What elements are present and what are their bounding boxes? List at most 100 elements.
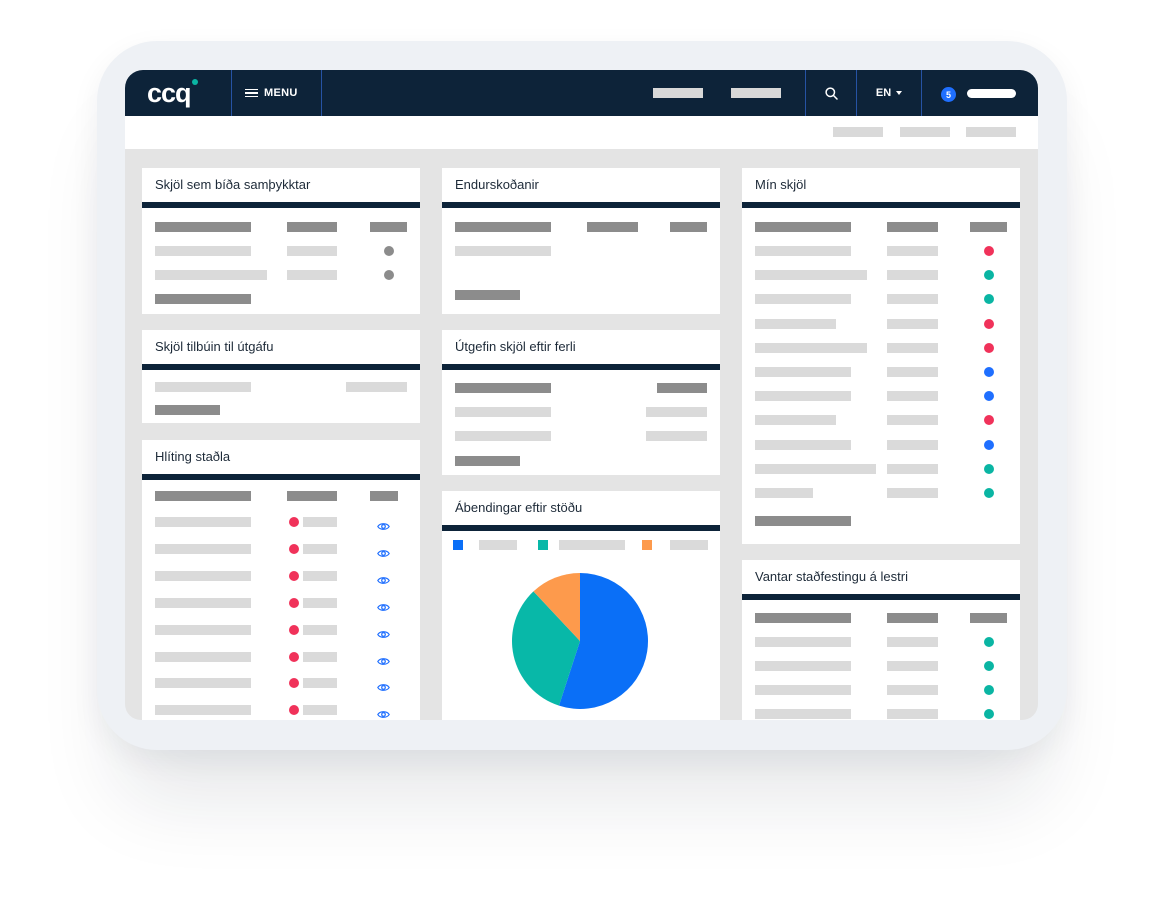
- column-header-placeholder: [287, 491, 337, 501]
- row-text-placeholder: [155, 543, 251, 554]
- pie-chart: [512, 573, 648, 709]
- menu-button[interactable]: MENU: [245, 70, 298, 116]
- card-title: Útgefin skjöl eftir ferli: [455, 339, 576, 354]
- card-title: Ábendingar eftir stöðu: [455, 500, 583, 515]
- eye-icon[interactable]: [377, 572, 390, 584]
- table-row[interactable]: [742, 685, 1020, 695]
- status-dot: [289, 705, 299, 716]
- table-row[interactable]: [142, 597, 420, 611]
- eye-icon[interactable]: [377, 599, 390, 611]
- row-text-placeholder: [155, 382, 251, 392]
- row-text-placeholder: [887, 709, 938, 719]
- table-row[interactable]: [742, 637, 1020, 647]
- eye-icon[interactable]: [377, 653, 390, 665]
- pie-slice-teal[interactable]: [512, 591, 580, 706]
- table-row[interactable]: [142, 543, 420, 557]
- status-dot: [289, 517, 299, 527]
- caret-down-icon: [896, 91, 903, 95]
- table-row[interactable]: [742, 463, 1020, 474]
- table-row[interactable]: [742, 367, 1020, 377]
- user-menu[interactable]: [967, 89, 1016, 98]
- status-dot: [984, 709, 994, 719]
- status-dot: [384, 270, 394, 280]
- card-reviews: Endurskoðanir: [442, 168, 720, 314]
- table-row[interactable]: [742, 488, 1020, 498]
- row-text-placeholder: [887, 488, 938, 498]
- table-row[interactable]: [142, 570, 420, 584]
- eye-icon[interactable]: [377, 545, 390, 557]
- table-row[interactable]: [742, 342, 1020, 353]
- row-text-placeholder: [646, 431, 707, 441]
- table-row[interactable]: [742, 270, 1020, 281]
- pie-slice-blue[interactable]: [558, 573, 648, 709]
- table-row[interactable]: [142, 517, 420, 530]
- table-row[interactable]: [742, 391, 1020, 402]
- row-text-placeholder: [887, 294, 938, 305]
- row-text-placeholder: [755, 415, 836, 426]
- logo[interactable]: CCQ: [147, 79, 198, 107]
- table-row[interactable]: [742, 661, 1020, 671]
- status-dot: [984, 294, 994, 305]
- toolbar-action-placeholder[interactable]: [833, 127, 883, 137]
- app-screen: CCQ MENU EN 5 Skjöl sem bíða samþykktar: [125, 70, 1038, 720]
- row-text-placeholder: [287, 270, 337, 280]
- table-row[interactable]: [742, 318, 1020, 329]
- table-row[interactable]: [742, 439, 1020, 450]
- nav-link-placeholder[interactable]: [731, 88, 781, 98]
- toolbar-action-placeholder[interactable]: [966, 127, 1016, 137]
- table-row[interactable]: [742, 246, 1020, 256]
- see-all-link-placeholder[interactable]: [455, 290, 520, 300]
- row-text-placeholder: [155, 678, 251, 689]
- row-text-placeholder: [755, 709, 851, 719]
- row-text-placeholder: [755, 342, 867, 353]
- eye-icon[interactable]: [377, 518, 390, 530]
- legend-label-placeholder: [479, 540, 517, 550]
- card-published-by-process: Útgefin skjöl eftir ferli: [442, 330, 720, 475]
- column-header-placeholder: [755, 613, 851, 623]
- eye-icon[interactable]: [377, 706, 390, 719]
- row-text-placeholder: [887, 342, 938, 353]
- see-all-link-placeholder[interactable]: [755, 516, 851, 526]
- row-text-placeholder: [455, 431, 551, 441]
- row-text-placeholder: [887, 637, 938, 647]
- table-row[interactable]: [142, 624, 420, 638]
- divider: [231, 70, 232, 116]
- status-dot: [984, 463, 994, 474]
- column-header-placeholder: [370, 491, 398, 501]
- table-row[interactable]: [742, 294, 1020, 305]
- toolbar-action-placeholder[interactable]: [900, 127, 950, 137]
- legend-swatch-teal: [538, 540, 548, 550]
- card-divider: [442, 364, 720, 370]
- card-findings-by-status: Ábendingar eftir stöðu: [442, 491, 720, 720]
- table-row[interactable]: [742, 709, 1020, 719]
- status-dot: [984, 367, 994, 377]
- table-row[interactable]: [142, 651, 420, 665]
- column-header-placeholder: [370, 222, 407, 232]
- see-all-link-placeholder[interactable]: [455, 456, 520, 466]
- column-header-placeholder: [670, 222, 707, 232]
- row-text-placeholder: [887, 270, 938, 281]
- row-text-placeholder: [287, 246, 337, 256]
- table-row[interactable]: [142, 678, 420, 692]
- card-divider: [442, 525, 720, 531]
- row-text-placeholder: [346, 382, 407, 392]
- search-button[interactable]: [806, 70, 856, 116]
- row-text-placeholder: [755, 391, 851, 402]
- table-row[interactable]: [742, 415, 1020, 426]
- see-all-link-placeholder[interactable]: [155, 405, 220, 415]
- eye-icon[interactable]: [377, 679, 390, 692]
- pie-slice-orange[interactable]: [533, 573, 580, 641]
- notification-badge[interactable]: 5: [941, 87, 956, 102]
- sub-toolbar: [125, 116, 1038, 149]
- language-selector[interactable]: EN: [857, 70, 921, 116]
- column-header-placeholder: [587, 222, 638, 232]
- table-row[interactable]: [142, 705, 420, 719]
- eye-icon[interactable]: [377, 626, 390, 638]
- card-missing-read-confirmation: Vantar staðfestingu á lestri: [742, 560, 1020, 720]
- logo-dot: [191, 79, 198, 85]
- row-text-placeholder: [303, 570, 337, 581]
- divider: [805, 70, 806, 116]
- see-all-link-placeholder[interactable]: [155, 294, 251, 304]
- nav-link-placeholder[interactable]: [653, 88, 703, 98]
- card-standards-compliance: Hlíting staðla: [142, 440, 420, 720]
